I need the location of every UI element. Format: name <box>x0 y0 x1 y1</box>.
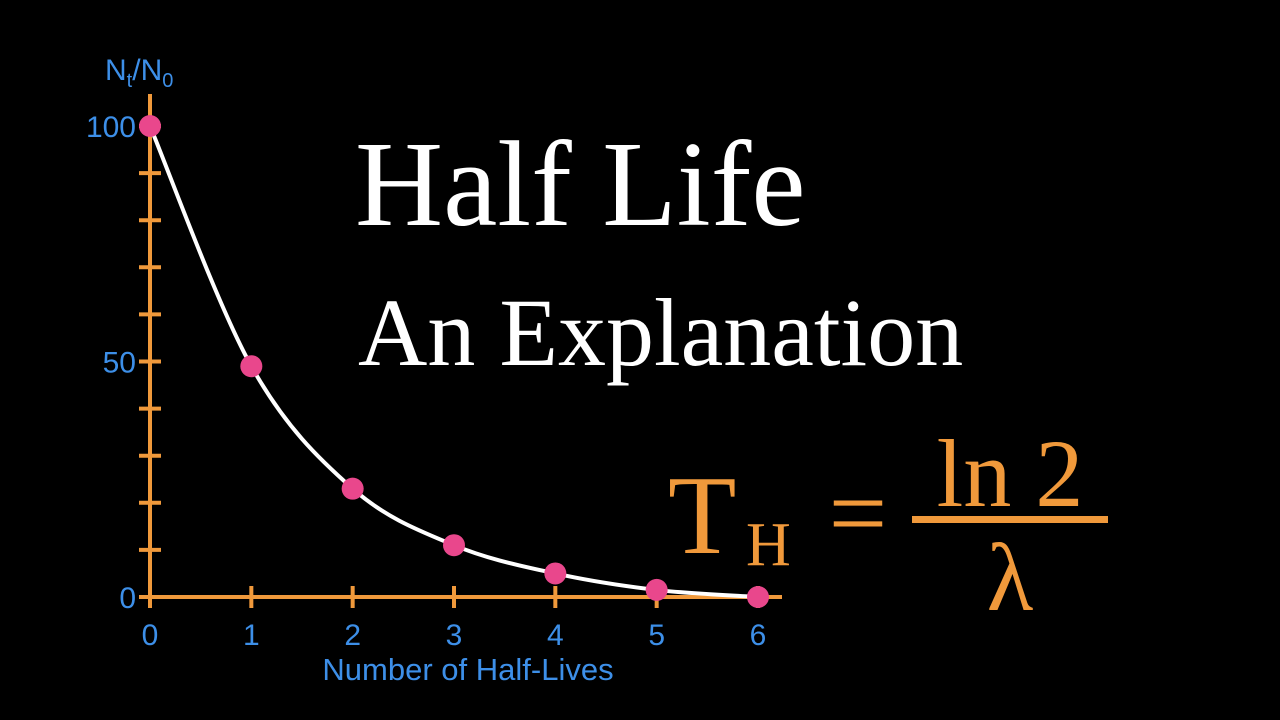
fraction-bar <box>912 516 1108 523</box>
data-point <box>139 115 161 137</box>
y-label-main: N <box>105 54 127 87</box>
data-point <box>645 578 668 601</box>
y-tick-label: 100 <box>86 111 136 144</box>
formula-lhs-sub: H <box>746 511 791 579</box>
x-axis-label: Number of Half-Lives <box>322 652 613 687</box>
y-label-sub: 0 <box>162 70 173 92</box>
x-tick-label: 4 <box>547 619 564 652</box>
x-tick-label: 1 <box>243 619 260 652</box>
y-tick-label: 50 <box>103 347 136 380</box>
data-point <box>544 562 567 585</box>
y-axis-label: Nt/N0 <box>105 54 173 92</box>
plot: 0 50 100 0 1 2 3 4 5 6 <box>86 94 782 652</box>
formula: T H = ln 2 λ <box>668 420 1108 631</box>
x-tick-label: 0 <box>142 619 159 652</box>
formula-denominator: λ <box>987 524 1034 631</box>
x-tick-label: 5 <box>648 619 665 652</box>
subtitle: An Explanation <box>358 279 963 386</box>
x-tick-label: 2 <box>344 619 361 652</box>
y-label-sub: t <box>127 70 133 92</box>
title: Half Life <box>355 117 805 252</box>
y-tick-label: 0 <box>119 582 136 615</box>
y-label-mid: /N <box>132 54 162 87</box>
data-point <box>240 355 263 378</box>
data-point <box>747 586 769 608</box>
x-tick-label: 3 <box>446 619 463 652</box>
data-point <box>443 534 465 557</box>
formula-lhs: T <box>668 454 736 578</box>
data-point <box>341 477 364 500</box>
x-tick-label: 6 <box>750 619 767 652</box>
formula-equals: = <box>829 456 888 571</box>
formula-numerator: ln 2 <box>937 420 1084 527</box>
